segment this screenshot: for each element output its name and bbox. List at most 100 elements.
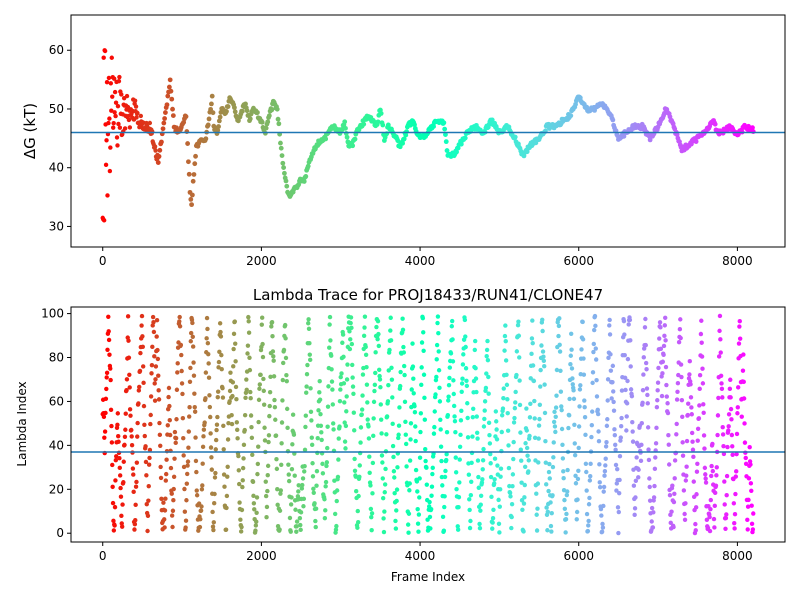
bottom-point [158, 443, 163, 449]
bottom-point [355, 519, 361, 525]
bottom-point [498, 474, 503, 479]
bottom-point [397, 405, 402, 410]
bottom-point [505, 410, 510, 416]
bottom-point [417, 455, 423, 460]
bottom-point [494, 437, 500, 442]
bottom-point [485, 357, 491, 363]
bottom-point [211, 500, 217, 506]
bottom-point [701, 433, 707, 438]
bottom-point [608, 352, 613, 357]
bottom-point [446, 394, 451, 399]
bottom-point [723, 526, 728, 532]
top-point [443, 139, 449, 145]
bottom-point [524, 406, 529, 411]
top-point [262, 130, 268, 136]
bottom-point [313, 518, 318, 524]
bottom-point [113, 457, 119, 463]
bottom-point [511, 420, 517, 425]
bottom-point [682, 517, 688, 522]
bottom-point [521, 501, 527, 506]
bottom-point [716, 354, 722, 359]
top-point [152, 144, 158, 149]
bottom-point [340, 340, 345, 345]
top-point [153, 148, 158, 153]
bottom-point [412, 410, 418, 415]
top-point [113, 113, 118, 119]
bottom-point [299, 486, 305, 491]
bottom-point [367, 454, 372, 459]
bottom-point [419, 365, 424, 370]
top-point [244, 108, 250, 114]
bottom-point [368, 483, 373, 488]
bottom-point [570, 376, 575, 381]
bottom-point [581, 356, 586, 361]
top-point [107, 168, 113, 174]
bottom-point [370, 460, 376, 466]
bottom-point [251, 493, 256, 499]
bottom-point [607, 317, 612, 323]
bottom-point [201, 427, 207, 432]
bottom-point [694, 492, 699, 497]
bottom-point [151, 320, 156, 325]
bottom-point [610, 379, 615, 385]
top-point [159, 139, 164, 145]
bottom-point [388, 328, 393, 333]
bottom-point [708, 506, 713, 512]
bottom-point [193, 458, 199, 464]
bottom-point [478, 508, 483, 513]
bottom-point [198, 508, 204, 513]
bottom-point [627, 317, 633, 323]
bottom-point [582, 404, 587, 410]
top-point [263, 125, 269, 131]
bottom-point [536, 423, 542, 428]
bottom-point [336, 436, 341, 441]
bottom-point [239, 507, 245, 513]
bottom-point [660, 371, 665, 376]
bottom-point [145, 528, 150, 534]
bottom-point [485, 338, 490, 344]
bottom-point [236, 453, 241, 459]
top-x-tick-label: 6000 [563, 254, 594, 268]
bottom-point [709, 473, 714, 479]
bottom-point [303, 413, 309, 418]
bottom-point [613, 462, 619, 468]
bottom-point [145, 513, 151, 518]
top-point [109, 108, 114, 113]
bottom-point [705, 525, 711, 531]
bottom-point [170, 508, 176, 513]
bottom-point [347, 346, 353, 352]
bottom-point [197, 524, 203, 530]
top-point [442, 126, 448, 132]
bottom-point [384, 414, 390, 419]
bottom-point [334, 523, 339, 529]
bottom-point [164, 471, 169, 477]
bottom-point [417, 476, 422, 481]
bottom-point [345, 362, 350, 367]
bottom-point [138, 350, 143, 356]
top-point [274, 106, 280, 112]
bottom-point [517, 402, 523, 408]
bottom-point [323, 484, 328, 489]
bottom-point [300, 482, 305, 488]
bottom-point [304, 372, 310, 377]
bottom-point [354, 489, 359, 494]
bottom-point [560, 442, 565, 448]
bottom-point [169, 513, 175, 518]
bottom-point [497, 530, 502, 535]
bottom-point [618, 435, 623, 440]
bottom-point [388, 315, 393, 320]
bottom-point [583, 432, 588, 438]
bottom-point [255, 471, 260, 477]
bottom-point [431, 431, 437, 436]
bottom-point [741, 352, 746, 357]
bottom-point [247, 355, 252, 360]
bottom-point [586, 518, 591, 524]
bottom-point [682, 511, 687, 517]
top-x-tick-label: 2000 [246, 254, 277, 268]
bottom-point [165, 423, 170, 428]
bottom-point [453, 429, 458, 435]
bottom-point [325, 404, 331, 409]
bottom-point [158, 475, 164, 481]
bottom-point [661, 343, 667, 349]
bottom-point [475, 436, 480, 441]
